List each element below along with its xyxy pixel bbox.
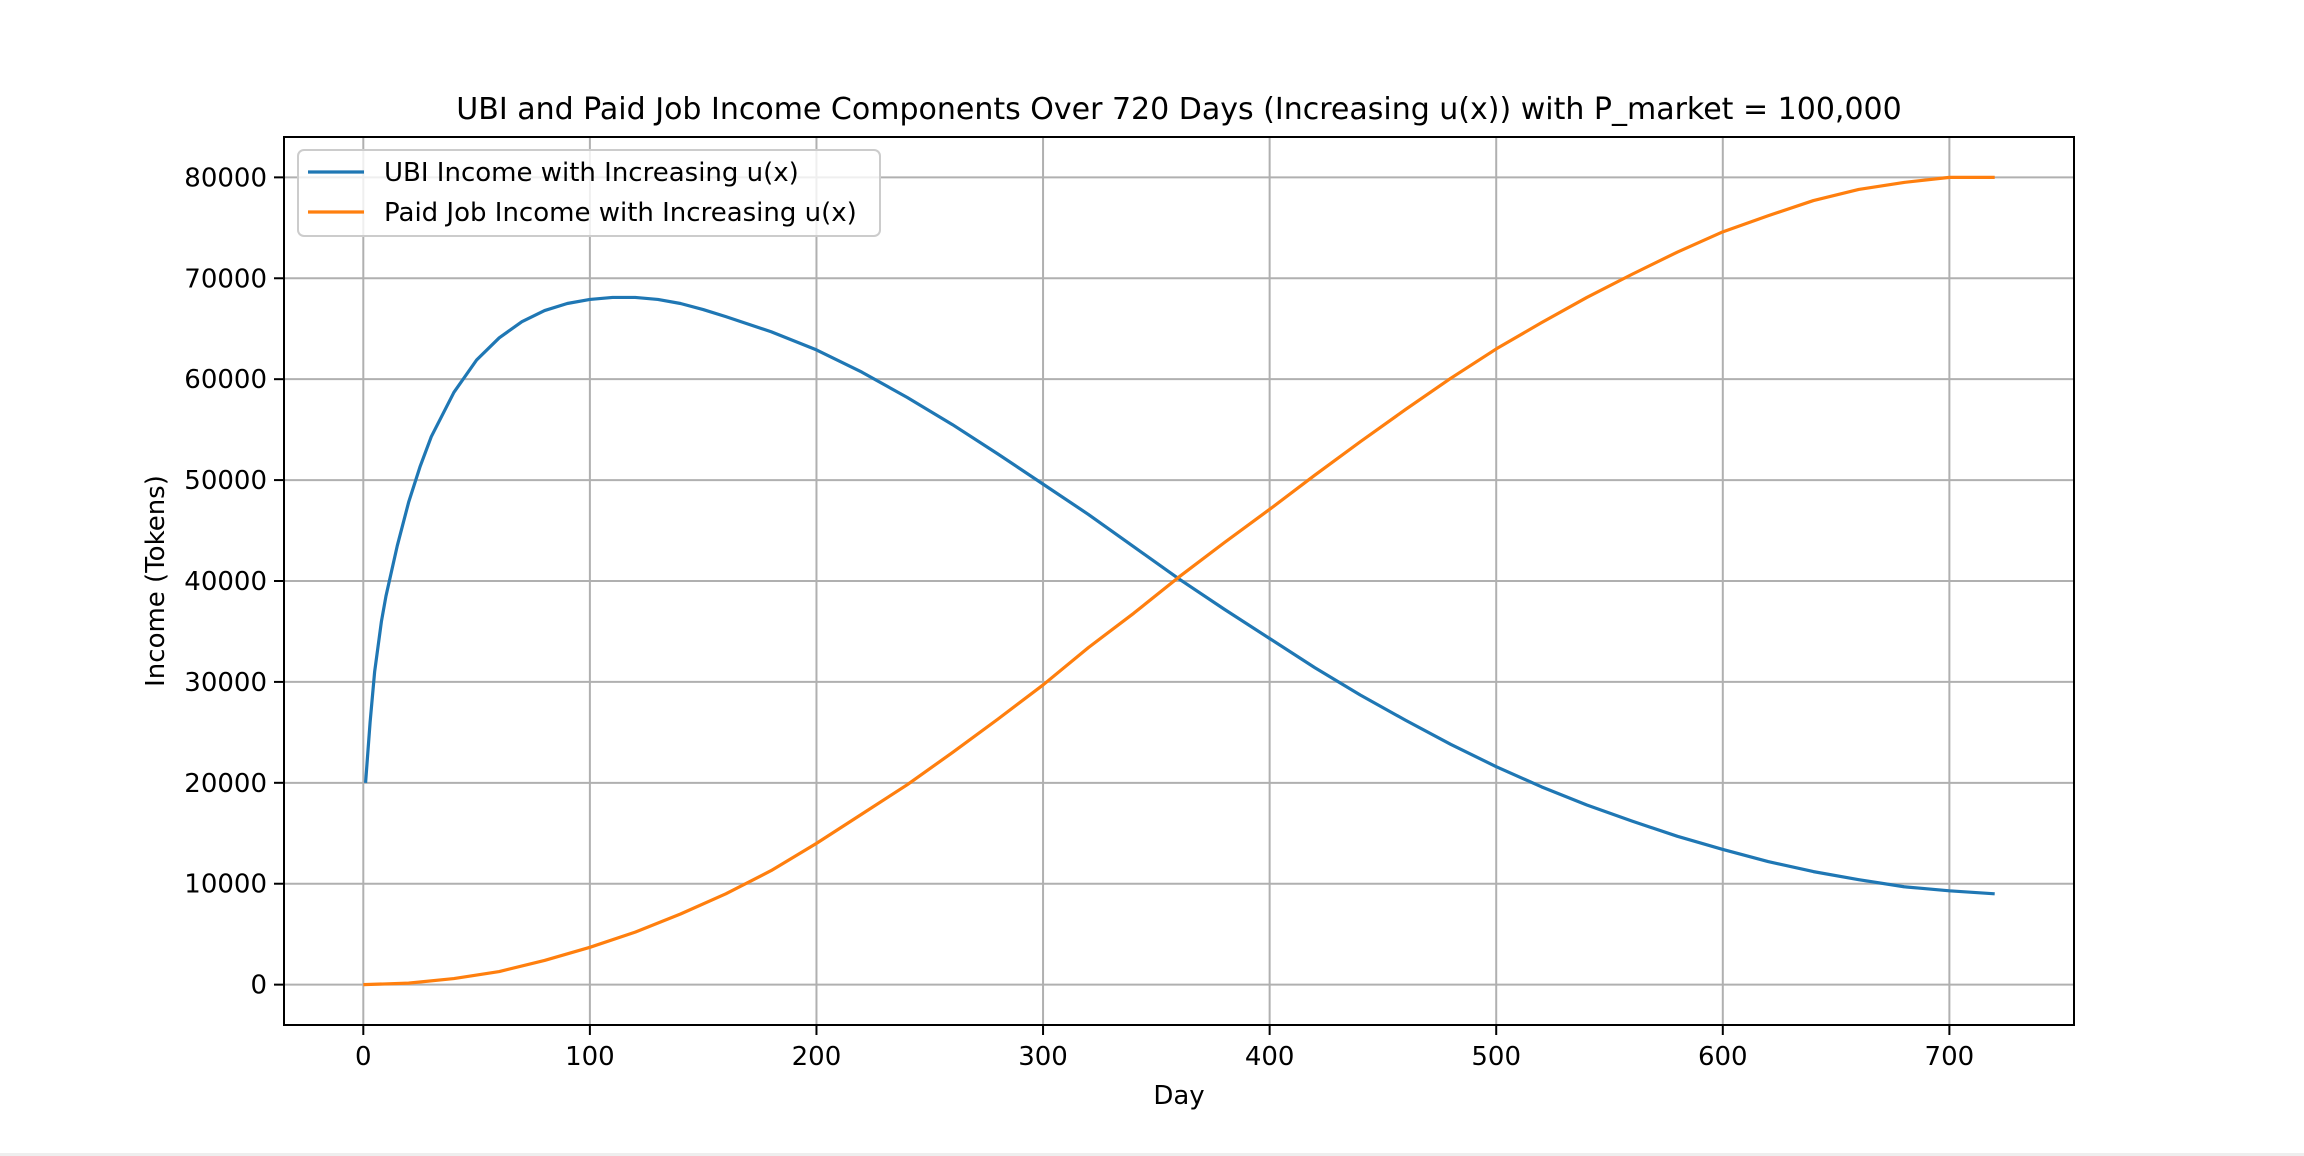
y-tick-label: 40000 — [184, 567, 267, 597]
x-tick-label: 400 — [1245, 1042, 1295, 1072]
y-tick-label: 0 — [250, 971, 267, 1001]
chart-title: UBI and Paid Job Income Components Over … — [456, 92, 1901, 127]
x-tick-label: 100 — [565, 1042, 615, 1072]
legend-label-2: Paid Job Income with Increasing u(x) — [384, 198, 857, 228]
bottom-strip — [0, 1153, 2304, 1156]
series-line-2 — [363, 175, 1995, 987]
series-layer — [363, 175, 1995, 987]
legend-label-1: UBI Income with Increasing u(x) — [384, 158, 799, 188]
x-tick-label: 600 — [1698, 1042, 1748, 1072]
series-line-1 — [363, 295, 1995, 896]
x-tick-label: 700 — [1925, 1042, 1975, 1072]
y-axis-label: Income (Tokens) — [141, 475, 171, 687]
x-tick-label: 0 — [355, 1042, 372, 1072]
x-axis-label: Day — [1153, 1081, 1204, 1111]
y-tick-label: 10000 — [184, 870, 267, 900]
y-tick-label: 80000 — [184, 163, 267, 193]
x-tick-label: 500 — [1471, 1042, 1521, 1072]
tick-layer: 0 100 200 300 400 500 600 700 0 10000 20000 30000 40… — [184, 163, 1974, 1072]
y-tick-label: 30000 — [184, 668, 267, 698]
y-tick-label: 20000 — [184, 769, 267, 799]
y-tick-label: 50000 — [184, 466, 267, 496]
legend: UBI Income with Increasing u(x) Paid Job … — [297, 149, 881, 237]
legend-box — [297, 149, 881, 237]
x-tick-label: 200 — [792, 1042, 842, 1072]
y-tick-label: 60000 — [184, 365, 267, 395]
grid-layer — [284, 137, 2074, 1025]
x-tick-label: 300 — [1018, 1042, 1068, 1072]
y-tick-label: 70000 — [184, 264, 267, 294]
